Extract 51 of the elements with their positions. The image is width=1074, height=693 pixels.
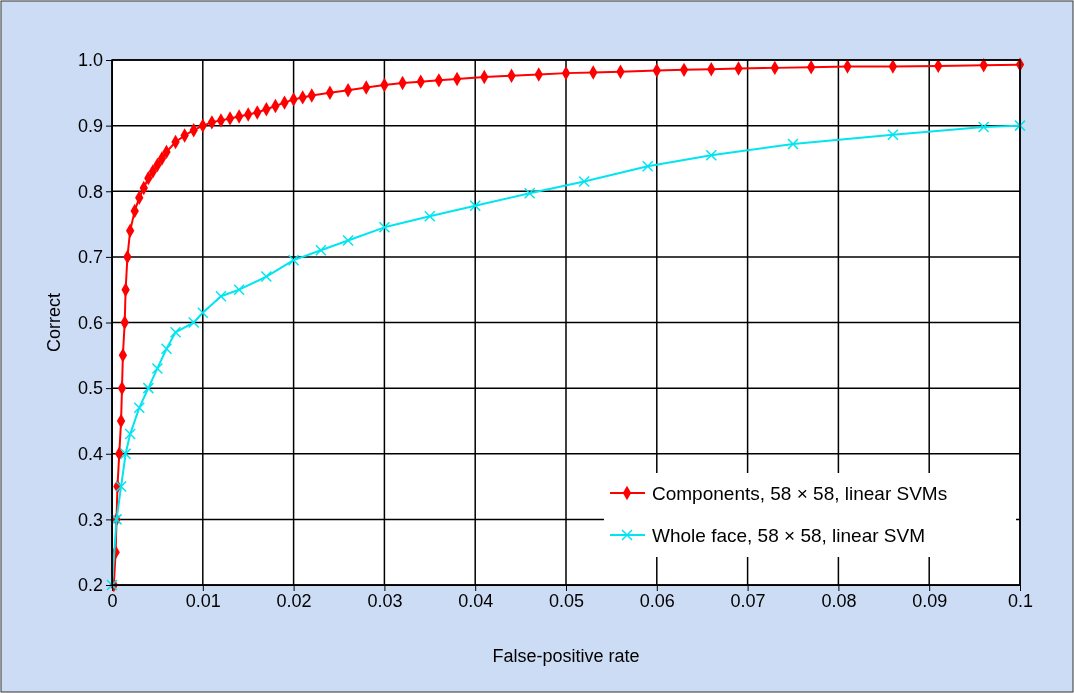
y-tick-label: 1.0	[77, 50, 103, 71]
point	[197, 306, 209, 319]
point	[119, 448, 132, 460]
x-tick-label: 0.05	[548, 590, 585, 611]
point	[424, 210, 436, 222]
point	[233, 283, 245, 296]
point	[142, 382, 155, 394]
y-tick-label: 0.3	[77, 509, 103, 530]
point	[124, 428, 136, 440]
y-tick-label: 0.9	[77, 115, 103, 136]
point	[342, 234, 354, 247]
point	[287, 254, 300, 266]
point	[260, 270, 273, 283]
point	[887, 129, 899, 141]
x-tick-label: 0.08	[821, 590, 857, 611]
point	[378, 221, 391, 234]
legend-label: Whole face, 58 × 58, linear SVM	[652, 525, 926, 546]
point	[705, 149, 718, 161]
x-tick-label: 0.03	[367, 590, 403, 611]
point	[1014, 119, 1026, 132]
point	[578, 175, 590, 188]
x-tick-label: 0.06	[639, 590, 675, 611]
y-tick-label: 0.5	[77, 378, 103, 399]
point	[160, 343, 173, 355]
y-tick-label: 0.4	[77, 444, 103, 465]
legend-label: Components, 58 × 58, linear SVMs	[652, 483, 948, 504]
x-tick-label: 0.02	[276, 590, 312, 611]
y-tick-label: 0.7	[77, 247, 103, 268]
point	[977, 121, 990, 133]
point	[523, 187, 536, 199]
y-tick-label: 0.8	[77, 181, 103, 202]
point	[315, 244, 327, 257]
point	[133, 402, 145, 414]
point	[169, 326, 182, 339]
y-tick-label: 0.2	[77, 575, 103, 596]
point	[215, 290, 227, 302]
point	[187, 316, 200, 329]
point	[469, 199, 481, 212]
point	[641, 160, 654, 173]
x-tick-label: 0.09	[912, 590, 948, 611]
y-tick-label: 0.6	[77, 312, 103, 333]
x-tick-label: 0.01	[185, 590, 221, 611]
point	[115, 480, 127, 493]
x-tick-label: 0.04	[458, 590, 494, 611]
x-tick-label: 0.1	[1007, 590, 1034, 611]
x-tick-label: 0.07	[730, 590, 766, 611]
x-tick-label: 0	[107, 590, 118, 611]
x-axis-title: False-positive rate	[492, 646, 640, 666]
point	[787, 138, 799, 150]
point	[151, 362, 164, 375]
y-axis-title: Correct	[44, 292, 64, 353]
